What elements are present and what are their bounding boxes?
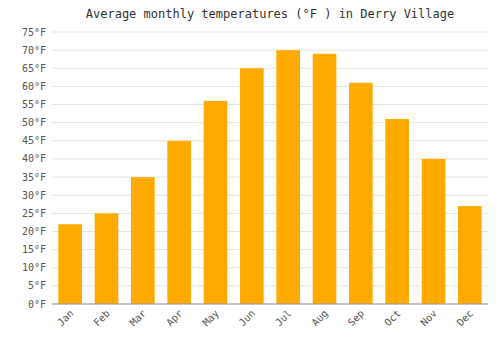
- y-axis: 0°F 5°F 10°F 15°F 20°F 25°F 30°F 35°F 40°F 45°F 50…: [22, 27, 46, 310]
- grid-line: [52, 104, 488, 105]
- bar: [240, 68, 264, 304]
- bar: [349, 83, 373, 304]
- y-tick-label: 55°F: [22, 99, 46, 110]
- x-tick-label: Oct: [382, 308, 403, 329]
- y-tick-label: 15°F: [22, 244, 46, 255]
- y-tick-label: 5°F: [28, 280, 46, 291]
- grid-line: [52, 86, 488, 87]
- title: Average monthly temperatures (°F ) in De…: [86, 7, 454, 21]
- bars: [58, 50, 481, 304]
- bar: [131, 177, 155, 304]
- bar: [167, 141, 191, 304]
- bar: [58, 224, 82, 304]
- grid-line: [52, 50, 488, 51]
- y-tick-label: 25°F: [22, 208, 46, 219]
- x-tick-label: Dec: [455, 308, 476, 329]
- x-axis: Jan Feb Mar Apr May Jun Jul Aug Sep Oct Nov Dec: [52, 304, 488, 328]
- bar: [385, 119, 409, 304]
- bar: [422, 159, 446, 304]
- grid-line: [52, 304, 488, 305]
- y-tick-label: 65°F: [22, 63, 46, 74]
- chart-svg: Average monthly temperatures (°F ) in De…: [0, 0, 500, 350]
- bar: [313, 54, 337, 304]
- y-tick-label: 50°F: [22, 117, 46, 128]
- y-tick-label: 75°F: [22, 27, 46, 38]
- x-tick-label: Apr: [164, 308, 185, 329]
- x-tick-label: Sep: [346, 308, 367, 329]
- y-tick-label: 45°F: [22, 135, 46, 146]
- y-tick-label: 0°F: [28, 299, 46, 310]
- y-tick-label: 60°F: [22, 81, 46, 92]
- grid-line: [52, 32, 488, 33]
- grid-line: [52, 140, 488, 141]
- x-tick-label: Feb: [91, 308, 112, 329]
- x-tick-label: Mar: [128, 308, 149, 329]
- y-tick-label: 10°F: [22, 262, 46, 273]
- bar: [204, 101, 228, 304]
- y-tick-label: 70°F: [22, 45, 46, 56]
- x-tick-label: Aug: [309, 308, 330, 329]
- grid: [52, 32, 488, 304]
- bar: [458, 206, 482, 304]
- x-tick-label: May: [200, 308, 221, 329]
- grid-line: [52, 68, 488, 69]
- chart-container: Average monthly temperatures (°F ) in De…: [0, 0, 500, 350]
- x-tick-label: Jul: [273, 308, 294, 329]
- x-tick-label: Nov: [418, 308, 439, 329]
- y-tick-label: 40°F: [22, 153, 46, 164]
- y-tick-label: 35°F: [22, 172, 46, 183]
- y-tick-label: 30°F: [22, 190, 46, 201]
- bar: [95, 213, 119, 304]
- x-axis-line: [52, 304, 488, 305]
- y-tick-label: 20°F: [22, 226, 46, 237]
- grid-line: [52, 122, 488, 123]
- x-tick-label: Jan: [55, 308, 76, 329]
- x-tick-label: Jun: [237, 308, 258, 329]
- bar: [276, 50, 300, 304]
